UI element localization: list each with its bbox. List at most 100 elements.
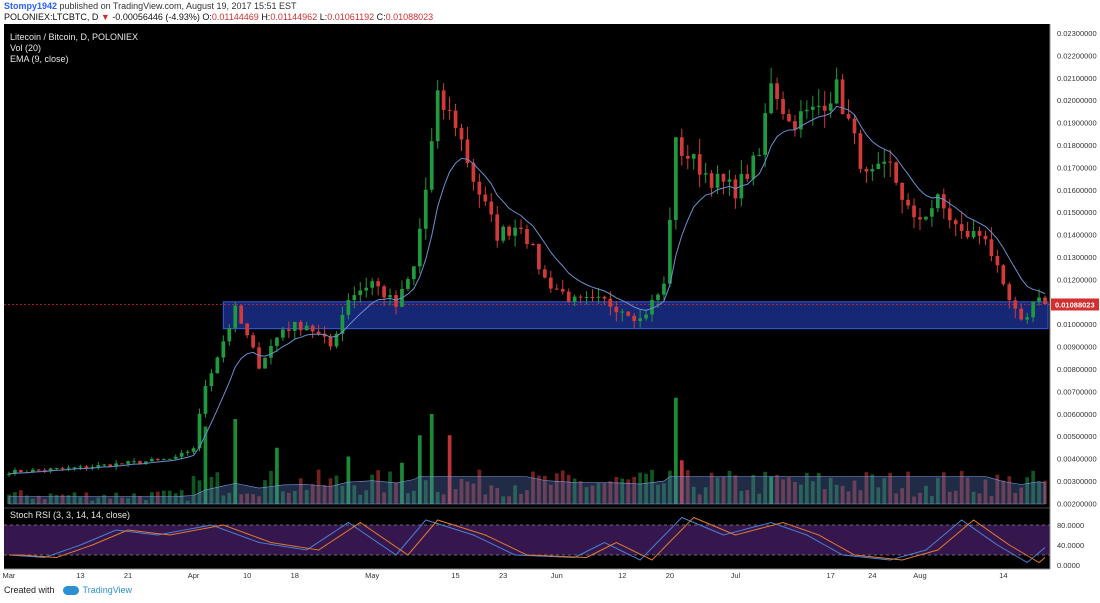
candle-body [989,239,994,257]
volume-bar [54,495,59,504]
volume-bar [727,470,732,504]
candle-body [1007,284,1012,301]
volume-bar [394,482,398,504]
tradingview-brand[interactable]: TradingView [82,585,133,595]
candle-body [358,290,363,296]
volume-bar [239,494,244,504]
author-name[interactable]: Stompy1942 [4,1,58,11]
volume-bar [120,497,124,504]
chart-area[interactable]: 0.02300000 0.02200000 0.02100000 0.02000000… [0,24,1100,582]
volume-bar [292,491,297,504]
volume-bar [876,487,881,504]
volume-bar [173,493,178,504]
candle-body [203,386,208,414]
volume-bar [114,492,119,504]
footer: Created with TradingView [4,585,132,595]
price-tick-label: 0.01700000 [1057,163,1097,172]
volume-bar [459,479,464,504]
volume-bar [102,494,107,504]
volume-bar [608,481,613,504]
candle-body [822,105,827,111]
volume-bar [126,498,130,504]
volume-bar [679,460,684,504]
volume-bar [84,492,89,504]
tradingview-logo-icon [62,585,79,595]
candle-body [668,219,672,284]
candle-body [1013,300,1018,309]
candle-body [840,79,845,114]
volume-bar [60,494,65,504]
volume-bar [769,476,773,504]
candle-body [596,296,601,298]
candle-body [531,243,535,245]
time-tick-label: 20 [666,571,674,580]
stoch-d-line [8,516,1046,564]
volume-bar [513,485,517,504]
candle-body [816,105,821,107]
volume-bar [423,480,428,504]
candle-body [495,214,500,241]
volume-bar [697,494,702,504]
volume-bar [417,435,422,504]
candle-body [697,154,702,175]
time-tick-label: 13 [76,571,84,580]
volume-bar [42,499,47,504]
volume-bar [471,483,476,504]
volume-bar [906,471,910,504]
candle-body [132,461,136,463]
candle-body [638,318,642,322]
candle-body [947,208,952,221]
volume-bar [733,475,738,504]
candle-body [269,345,273,358]
candle-body [537,244,541,270]
volume-bar [810,481,815,504]
volume-bar [828,477,833,504]
price-tick-label: 0.01900000 [1057,119,1097,128]
candle-body [78,466,83,468]
candle-body [275,337,279,346]
price-tick-label: 0.02100000 [1057,74,1097,83]
volume-bar [912,496,916,504]
candle-body [918,217,922,220]
price-tick-label: 0.01300000 [1057,253,1097,262]
candle-body [900,182,904,200]
candle-body [525,229,529,244]
volume-bar [19,490,23,504]
price-tick-label: 0.01800000 [1057,141,1097,150]
candle-body [685,155,690,159]
volume-bar [626,479,631,504]
volume-bar [72,492,77,504]
volume-bar [489,485,494,504]
candle-body [805,109,809,112]
candle-body [376,281,380,287]
candle-body [114,463,119,467]
created-with: Created with [4,585,55,595]
volume-bar [721,476,726,504]
candle-body [138,461,142,464]
price-tick-label: 0.00600000 [1057,410,1097,419]
volume-bar [412,490,416,504]
down-arrow-icon: ▼ [100,12,110,22]
price-tick-label: 0.00900000 [1057,343,1097,352]
volume-bar [584,487,589,504]
volume-bar [965,477,970,504]
volume-bar [96,497,101,504]
rsi-band [4,525,1050,555]
volume-bar [251,494,255,504]
legend-volume: Vol (20) [10,43,41,53]
candle-body [662,283,666,295]
volume-bar [959,470,964,504]
candle-body [995,256,1000,266]
volume-bar [793,482,797,504]
candle-body [590,296,595,298]
volume-bar [953,490,958,504]
volume-bar [132,493,136,504]
volume-bar [281,491,285,504]
volume-bar [245,493,249,504]
volume-bar [203,426,208,504]
volume-bar [840,485,845,504]
volume-bar [453,489,458,504]
candle-body [489,201,494,215]
time-tick-label: May [365,571,379,580]
volume-bar [709,472,714,504]
